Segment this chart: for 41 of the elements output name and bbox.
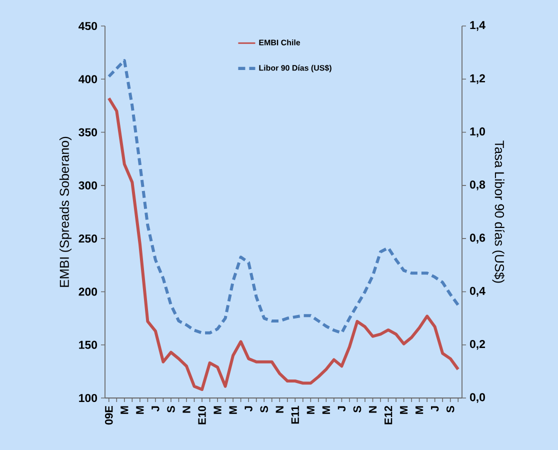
x-tick-label: M: [136, 406, 144, 414]
y-tick-label: 400: [78, 75, 98, 84]
y-tick-label: 200: [78, 288, 98, 296]
y2-tick-label: 1,0: [470, 127, 485, 138]
y-tick-label: 300: [78, 181, 98, 190]
x-tick-label: N: [182, 406, 190, 413]
y-tick-label: 150: [79, 340, 98, 349]
x-tick-label: M: [322, 406, 330, 414]
x-tick-label: S: [167, 406, 175, 413]
y-tick-label: 100: [79, 394, 98, 402]
x-tick-label: N: [276, 406, 284, 413]
x-tick-label: M: [416, 406, 424, 414]
x-tick-label: J: [152, 406, 160, 412]
x-tick-label: J: [431, 406, 439, 412]
x-tick-label: M: [229, 406, 237, 414]
y-tick-label: 350: [78, 128, 98, 136]
y2-tick-label: 1,2: [470, 74, 485, 84]
x-tick-label: M: [214, 406, 222, 414]
y2-tick-label: 0,8: [470, 180, 486, 190]
x-tick-label: 09E: [105, 406, 113, 425]
x-tick-label: E10: [198, 406, 206, 424]
x-tick-label: S: [260, 406, 268, 413]
x-tick-label: M: [400, 406, 408, 414]
y2-tick-label: 0,6: [470, 234, 486, 244]
y2-tick-label: 0,0: [470, 393, 485, 403]
x-tick-label: S: [353, 406, 362, 413]
x-tick-label: J: [338, 406, 346, 412]
x-tick-label: M: [306, 406, 314, 414]
y2-tick-label: 1,4: [470, 21, 486, 31]
y2-tick-label: 0,4: [470, 286, 486, 297]
y-axis-title: EMBI (Spreads Soberano): [59, 136, 72, 287]
x-tick-label: S: [446, 406, 454, 413]
y2-axis-title: Tasa Libor 90 días (US$): [492, 140, 505, 283]
y-tick-label: 450: [78, 22, 98, 30]
x-tick-label: N: [368, 406, 377, 413]
x-tick-label: E11: [291, 406, 299, 424]
y2-tick-label: 0,2: [470, 340, 485, 350]
y-tick-label: 250: [78, 234, 98, 243]
x-tick-label: M: [120, 406, 128, 414]
x-tick-label: J: [244, 406, 252, 412]
x-tick-label: E12: [384, 406, 392, 424]
